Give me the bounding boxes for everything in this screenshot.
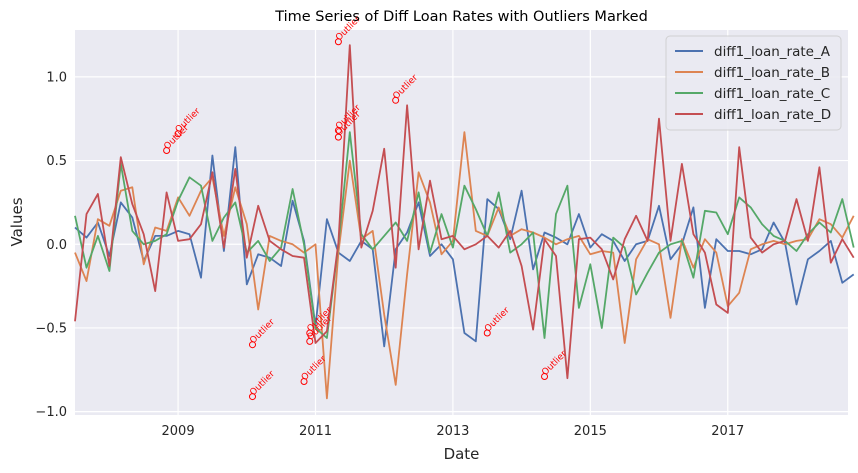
series-lines: [74, 44, 855, 400]
outlier-marker: [300, 378, 308, 386]
x-tick-label: 2011: [299, 424, 332, 439]
y-tick-label: −0.5: [35, 321, 67, 336]
y-tick-label: −1.0: [35, 405, 67, 420]
outlier-marker: [334, 133, 342, 141]
legend-label: diff1_loan_rate_A: [714, 44, 831, 60]
outlier-marker: [483, 329, 491, 337]
outlier-marker: [163, 147, 171, 155]
outlier-marker: [249, 341, 257, 349]
legend-label: diff1_loan_rate_B: [714, 65, 830, 81]
series-line-1: [74, 146, 855, 348]
series-line-2: [74, 131, 855, 400]
legend-label: diff1_loan_rate_C: [714, 86, 830, 102]
x-tick-label: 2009: [162, 424, 195, 439]
x-axis-label: Date: [444, 445, 480, 463]
y-tick-label: 0.5: [46, 154, 67, 169]
outlier-marker: [392, 96, 400, 104]
outlier-marker: [334, 38, 342, 46]
outlier-marker: [334, 126, 342, 134]
x-tick-label: 2017: [711, 424, 744, 439]
outlier-marker: [541, 373, 549, 380]
legend-label: diff1_loan_rate_D: [714, 107, 831, 123]
outlier-marker: [306, 337, 314, 345]
outlier-marker: [249, 393, 257, 401]
outlier-marker: [306, 329, 314, 337]
y-tick-label: 0.0: [46, 238, 67, 253]
chart-title: Time Series of Diff Loan Rates with Outl…: [274, 9, 648, 25]
x-tick-label: 2013: [436, 424, 469, 439]
x-tick-label: 2015: [574, 424, 607, 439]
outlier-marker: [174, 130, 182, 138]
y-tick-labels: −1.0 −0.5 0.0 0.5 1.0: [35, 70, 67, 420]
y-tick-label: 1.0: [46, 70, 67, 85]
legend: diff1_loan_rate_A diff1_loan_rate_B diff1_…: [665, 35, 842, 131]
legend-box: [665, 35, 842, 131]
x-tick-labels: 2009 2011 2013 2015 2017: [162, 424, 745, 439]
y-axis-label: Values: [8, 197, 26, 246]
series-line-4: [74, 44, 855, 380]
